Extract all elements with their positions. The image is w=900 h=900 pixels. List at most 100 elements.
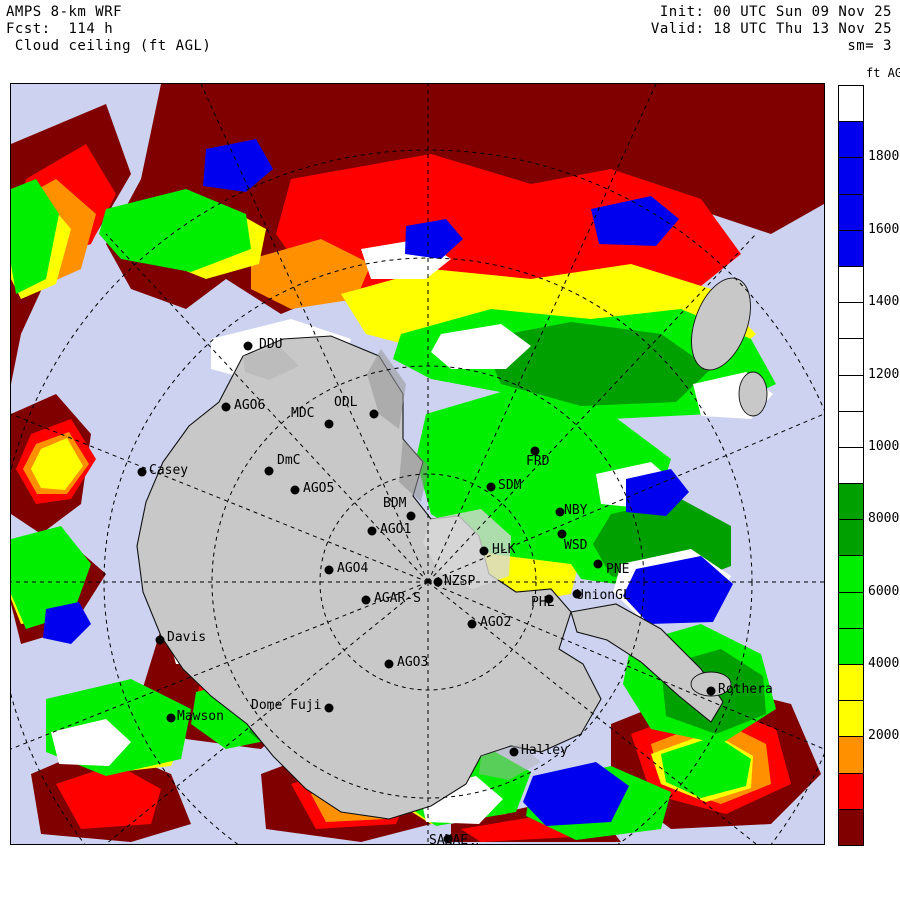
colorbar-cell-7000[interactable] [838, 555, 864, 593]
colorbar-cell-10000[interactable] [838, 446, 864, 485]
station-label-nzsp: NZSP [444, 574, 476, 589]
colorbar-unit-label: ft AGL [866, 66, 900, 80]
station-marker-agar-s[interactable] [361, 595, 371, 605]
colorbar-cell-18000[interactable] [838, 157, 864, 195]
station-label-wsd: WSD [564, 538, 588, 553]
station-label-mawson: Mawson [177, 709, 224, 724]
colorbar-tick-2000: 2000 [868, 728, 900, 744]
colorbar-tick-12000: 12000 [868, 366, 900, 382]
station-marker-mawson[interactable] [166, 713, 176, 723]
station-label-ddu: DDU [259, 337, 283, 352]
station-label-dmc: DmC [277, 453, 301, 468]
station-label-ago4: AGO4 [337, 561, 369, 576]
station-marker-ago3[interactable] [384, 659, 394, 669]
station-label-davis: Davis [167, 630, 207, 645]
station-marker-odl[interactable] [369, 409, 379, 419]
station-label-nby: NBY [564, 503, 588, 518]
station-marker-frd[interactable] [530, 446, 540, 456]
colorbar-cell-16000[interactable] [838, 229, 864, 267]
colorbar-tick-14000: 14000 [868, 294, 900, 310]
station-label-ago5: AGO5 [303, 481, 335, 496]
colorbar[interactable] [838, 85, 864, 846]
antarctica-landmass [136, 335, 724, 820]
colorbar-cell-3000[interactable] [838, 700, 864, 738]
station-marker-uniongl[interactable] [572, 589, 582, 599]
header-right-block: Init: 00 UTC Sun 09 Nov 25 Valid: 18 UTC… [651, 4, 892, 55]
colorbar-cell-6000[interactable] [838, 591, 864, 629]
station-marker-dmc[interactable] [264, 466, 274, 476]
smoothing: sm= 3 [847, 38, 892, 54]
forecast-hour: Fcst: 114 h [6, 21, 114, 37]
colorbar-tick-18000: 18000 [868, 149, 900, 165]
station-marker-ddu[interactable] [243, 341, 253, 351]
station-marker-ago4[interactable] [324, 565, 334, 575]
station-marker-hlk[interactable] [479, 546, 489, 556]
station-marker-pne[interactable] [593, 559, 603, 569]
station-marker-sanae[interactable] [443, 834, 453, 844]
station-label-dome-fuji: Dome Fuji [251, 698, 322, 713]
station-marker-bdm[interactable] [406, 511, 416, 521]
station-label-ago1: AGO1 [380, 522, 412, 537]
colorbar-tick-4000: 4000 [868, 656, 900, 672]
model-title: AMPS 8-km WRF [6, 4, 123, 20]
station-label-mdc: MDC [291, 406, 315, 421]
colorbar-cell-0[interactable] [838, 808, 864, 846]
station-marker-ago6[interactable] [221, 402, 231, 412]
station-marker-mdc[interactable] [324, 419, 334, 429]
field-name: Cloud ceiling (ft AGL) [6, 38, 212, 54]
map-canvas: DDU AGO6 MDC ODL DmC AGO5 BDM AGO1 AGO4 NZSP AGAR-… [11, 84, 824, 844]
station-marker-dome-fuji[interactable] [324, 703, 334, 713]
station-label-agar-s: AGAR-S [374, 591, 421, 606]
init-time: Init: 00 UTC Sun 09 Nov 25 [659, 4, 892, 20]
colorbar-cell-14000[interactable] [838, 302, 864, 340]
graticule [11, 84, 824, 844]
station-marker-nby[interactable] [555, 507, 565, 517]
station-marker-halley[interactable] [509, 747, 519, 757]
station-marker-nzsp[interactable] [433, 577, 443, 587]
colorbar-cell-11000[interactable] [838, 410, 864, 448]
colorbar-cell-5000[interactable] [838, 627, 864, 666]
station-label-odl: ODL [334, 395, 358, 410]
station-label-ago6: AGO6 [234, 398, 266, 413]
valid-time: Valid: 18 UTC Thu 13 Nov 25 [650, 21, 892, 37]
station-label-frd: FRD [526, 454, 550, 469]
colorbar-tick-16000: 16000 [868, 221, 900, 237]
colorbar-cell-2000[interactable] [838, 736, 864, 774]
station-marker-ago2[interactable] [467, 619, 477, 629]
cloud-ceiling-field [11, 84, 824, 844]
colorbar-cell-13000[interactable] [838, 338, 864, 376]
station-marker-ago1[interactable] [367, 526, 377, 536]
colorbar-cell-15000[interactable] [838, 265, 864, 304]
station-marker-sdm[interactable] [486, 482, 496, 492]
station-marker-phl[interactable] [544, 594, 554, 604]
station-marker-rothera[interactable] [706, 686, 716, 696]
station-label-casey: Casey [149, 463, 189, 478]
station-label-halley: Halley [521, 743, 568, 758]
station-marker-wsd[interactable] [557, 529, 567, 539]
colorbar-cell-12000[interactable] [838, 374, 864, 412]
station-marker-davis[interactable] [155, 635, 165, 645]
colorbar-tick-10000: 10000 [868, 438, 900, 454]
station-marker-casey[interactable] [137, 467, 147, 477]
map-panel[interactable]: DDU AGO6 MDC ODL DmC AGO5 BDM AGO1 AGO4 NZSP AGAR-… [10, 83, 825, 845]
colorbar-cell-8000[interactable] [838, 519, 864, 557]
header-left-block: AMPS 8-km WRF Fcst: 114 h Cloud ceiling … [6, 4, 211, 55]
station-layer: DDU AGO6 MDC ODL DmC AGO5 BDM AGO1 AGO4 NZSP AGAR-… [11, 84, 824, 844]
station-label-sanae: SANAE [429, 833, 469, 844]
colorbar-cell-19000[interactable] [838, 121, 864, 159]
colorbar-cell-20000[interactable] [838, 85, 864, 123]
station-label-phl: PHL [531, 595, 555, 610]
colorbar-cell-9000[interactable] [838, 483, 864, 521]
station-label-rothera: Rothera [718, 682, 773, 697]
colorbar-cell-4000[interactable] [838, 664, 864, 702]
station-label-bdm: BDM [383, 496, 407, 511]
station-label-uniongl: UnionGL [576, 588, 631, 603]
colorbar-cell-1000[interactable] [838, 772, 864, 810]
station-label-neumayer: Neumayer [471, 842, 534, 844]
colorbar-cell-17000[interactable] [838, 193, 864, 231]
islands [690, 277, 768, 697]
station-label-sdm: SDM [498, 478, 522, 493]
station-marker-ago5[interactable] [290, 485, 300, 495]
colorbar-tick-8000: 8000 [868, 511, 900, 527]
header-bar: AMPS 8-km WRF Fcst: 114 h Cloud ceiling … [0, 0, 900, 83]
